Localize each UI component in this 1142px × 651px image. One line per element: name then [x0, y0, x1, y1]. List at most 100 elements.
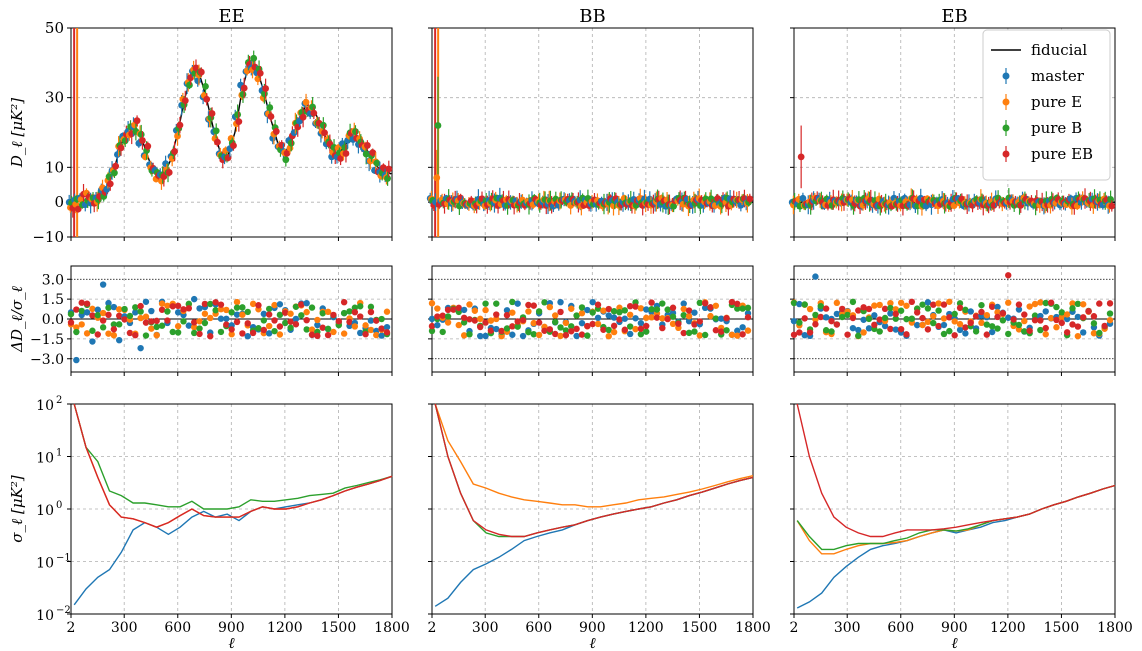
- residual-pureEB: [664, 315, 671, 323]
- residual-pureB: [493, 300, 500, 307]
- residual-pureEB: [255, 302, 262, 309]
- residual-master: [865, 325, 873, 332]
- residual-pureE: [1063, 311, 1071, 318]
- residual-pureEB: [1090, 313, 1098, 320]
- point-pureB: [362, 150, 370, 158]
- residual-pureB: [466, 331, 473, 338]
- residual-pureB: [696, 299, 703, 307]
- residual-pureEB: [439, 312, 446, 319]
- residual-pureB: [659, 300, 666, 307]
- residual-pureE: [89, 305, 96, 313]
- residual-master: [116, 337, 123, 344]
- residual-master: [967, 308, 974, 315]
- residual-master: [557, 298, 564, 306]
- residual-pureEB: [164, 317, 171, 324]
- panel-bb: BB 2 300 600 900 1200 1500 1800 ℓ: [428, 6, 771, 651]
- residual-master: [196, 305, 203, 312]
- residual-pureEB: [1080, 314, 1087, 321]
- residual-master: [99, 281, 107, 288]
- residual-pureEB: [466, 316, 473, 323]
- residual-pureEB: [132, 332, 139, 339]
- residual-master: [367, 317, 375, 324]
- residual-pureEB: [972, 313, 980, 320]
- y-tick-label: 50: [45, 19, 64, 37]
- residual-pureE: [919, 321, 926, 329]
- residual-pureB: [132, 304, 139, 311]
- residual-pureB: [276, 311, 284, 319]
- point-pureEB: [272, 128, 280, 135]
- residual-master: [276, 301, 284, 308]
- y-tick-label: 10: [36, 503, 54, 519]
- residual-pureB: [292, 303, 300, 310]
- residual-pureEB: [260, 326, 268, 334]
- residual-pureB: [999, 317, 1007, 324]
- point-pureB: [137, 131, 145, 138]
- residual-pureEB: [876, 316, 883, 323]
- residual-pureB: [271, 327, 278, 335]
- legend: fiducial master pure E pure B pure EB: [982, 29, 1111, 181]
- residual-pureEB: [169, 303, 176, 310]
- residual-pureB: [530, 331, 537, 338]
- residual-pureEB: [865, 305, 873, 313]
- residual-pureEB: [228, 326, 235, 333]
- residual-pureB: [340, 309, 348, 317]
- residual-pureE: [557, 332, 564, 340]
- point-pureB: [309, 103, 317, 111]
- residual-pureEB: [503, 311, 511, 319]
- residual-pureE: [892, 306, 899, 313]
- residual-pureEB: [340, 298, 348, 306]
- point-pureEB: [192, 64, 200, 72]
- legend-label: pure E: [1031, 93, 1082, 111]
- residual-pureE: [362, 322, 369, 329]
- residual-pureE: [648, 314, 655, 321]
- residual-master: [460, 306, 468, 314]
- residual-pureE: [239, 311, 246, 318]
- residual-pureB: [887, 304, 894, 312]
- residual-pureB: [817, 302, 824, 310]
- residual-pureEB: [659, 324, 666, 332]
- residual-pureEB: [817, 313, 824, 321]
- residual-master: [73, 356, 80, 364]
- residual-pureEB: [648, 299, 655, 306]
- residual-pureB: [185, 300, 193, 308]
- residual-pureE: [373, 331, 380, 339]
- residual-pureEB: [557, 308, 564, 316]
- residual-pureEB: [450, 306, 457, 313]
- residual-pureE: [1058, 314, 1065, 321]
- residual-pureB: [239, 304, 246, 311]
- y-tick-label: 1.5: [42, 292, 64, 308]
- residual-pureB: [908, 315, 916, 322]
- residual-master: [994, 303, 1001, 311]
- residuals-eb: [790, 272, 1114, 340]
- residual-pureE: [367, 326, 375, 334]
- residual-master: [477, 332, 484, 340]
- residual-pureE: [314, 316, 321, 324]
- residual-pureB: [691, 328, 698, 335]
- residual-pureEB: [83, 300, 91, 307]
- residual-pureE: [233, 298, 241, 306]
- residual-pureE: [680, 305, 687, 313]
- residual-pureB: [796, 319, 803, 326]
- residual-pureEB: [621, 326, 629, 333]
- residual-pureE: [164, 302, 171, 309]
- residual-pureEB: [983, 331, 991, 338]
- residual-pureB: [924, 305, 932, 312]
- residual-pureEB: [919, 314, 926, 322]
- residual-pureEB: [346, 318, 353, 326]
- residual-pureE: [871, 302, 878, 309]
- residual-pureEB: [637, 325, 645, 332]
- residual-pureEB: [589, 320, 596, 328]
- point-pureEB: [203, 95, 211, 103]
- residual-pureEB: [1042, 324, 1049, 332]
- residual-master: [988, 328, 996, 336]
- x-tick-label: 900: [218, 620, 245, 636]
- residual-pureEB: [319, 324, 326, 331]
- residual-pureEB: [871, 321, 878, 329]
- residual-master: [573, 332, 580, 340]
- x-axis-label: ℓ: [951, 634, 957, 651]
- residual-pureE: [744, 327, 752, 334]
- residual-pureB: [876, 328, 883, 335]
- residual-pureE: [487, 317, 495, 324]
- point-pureEB: [240, 84, 248, 92]
